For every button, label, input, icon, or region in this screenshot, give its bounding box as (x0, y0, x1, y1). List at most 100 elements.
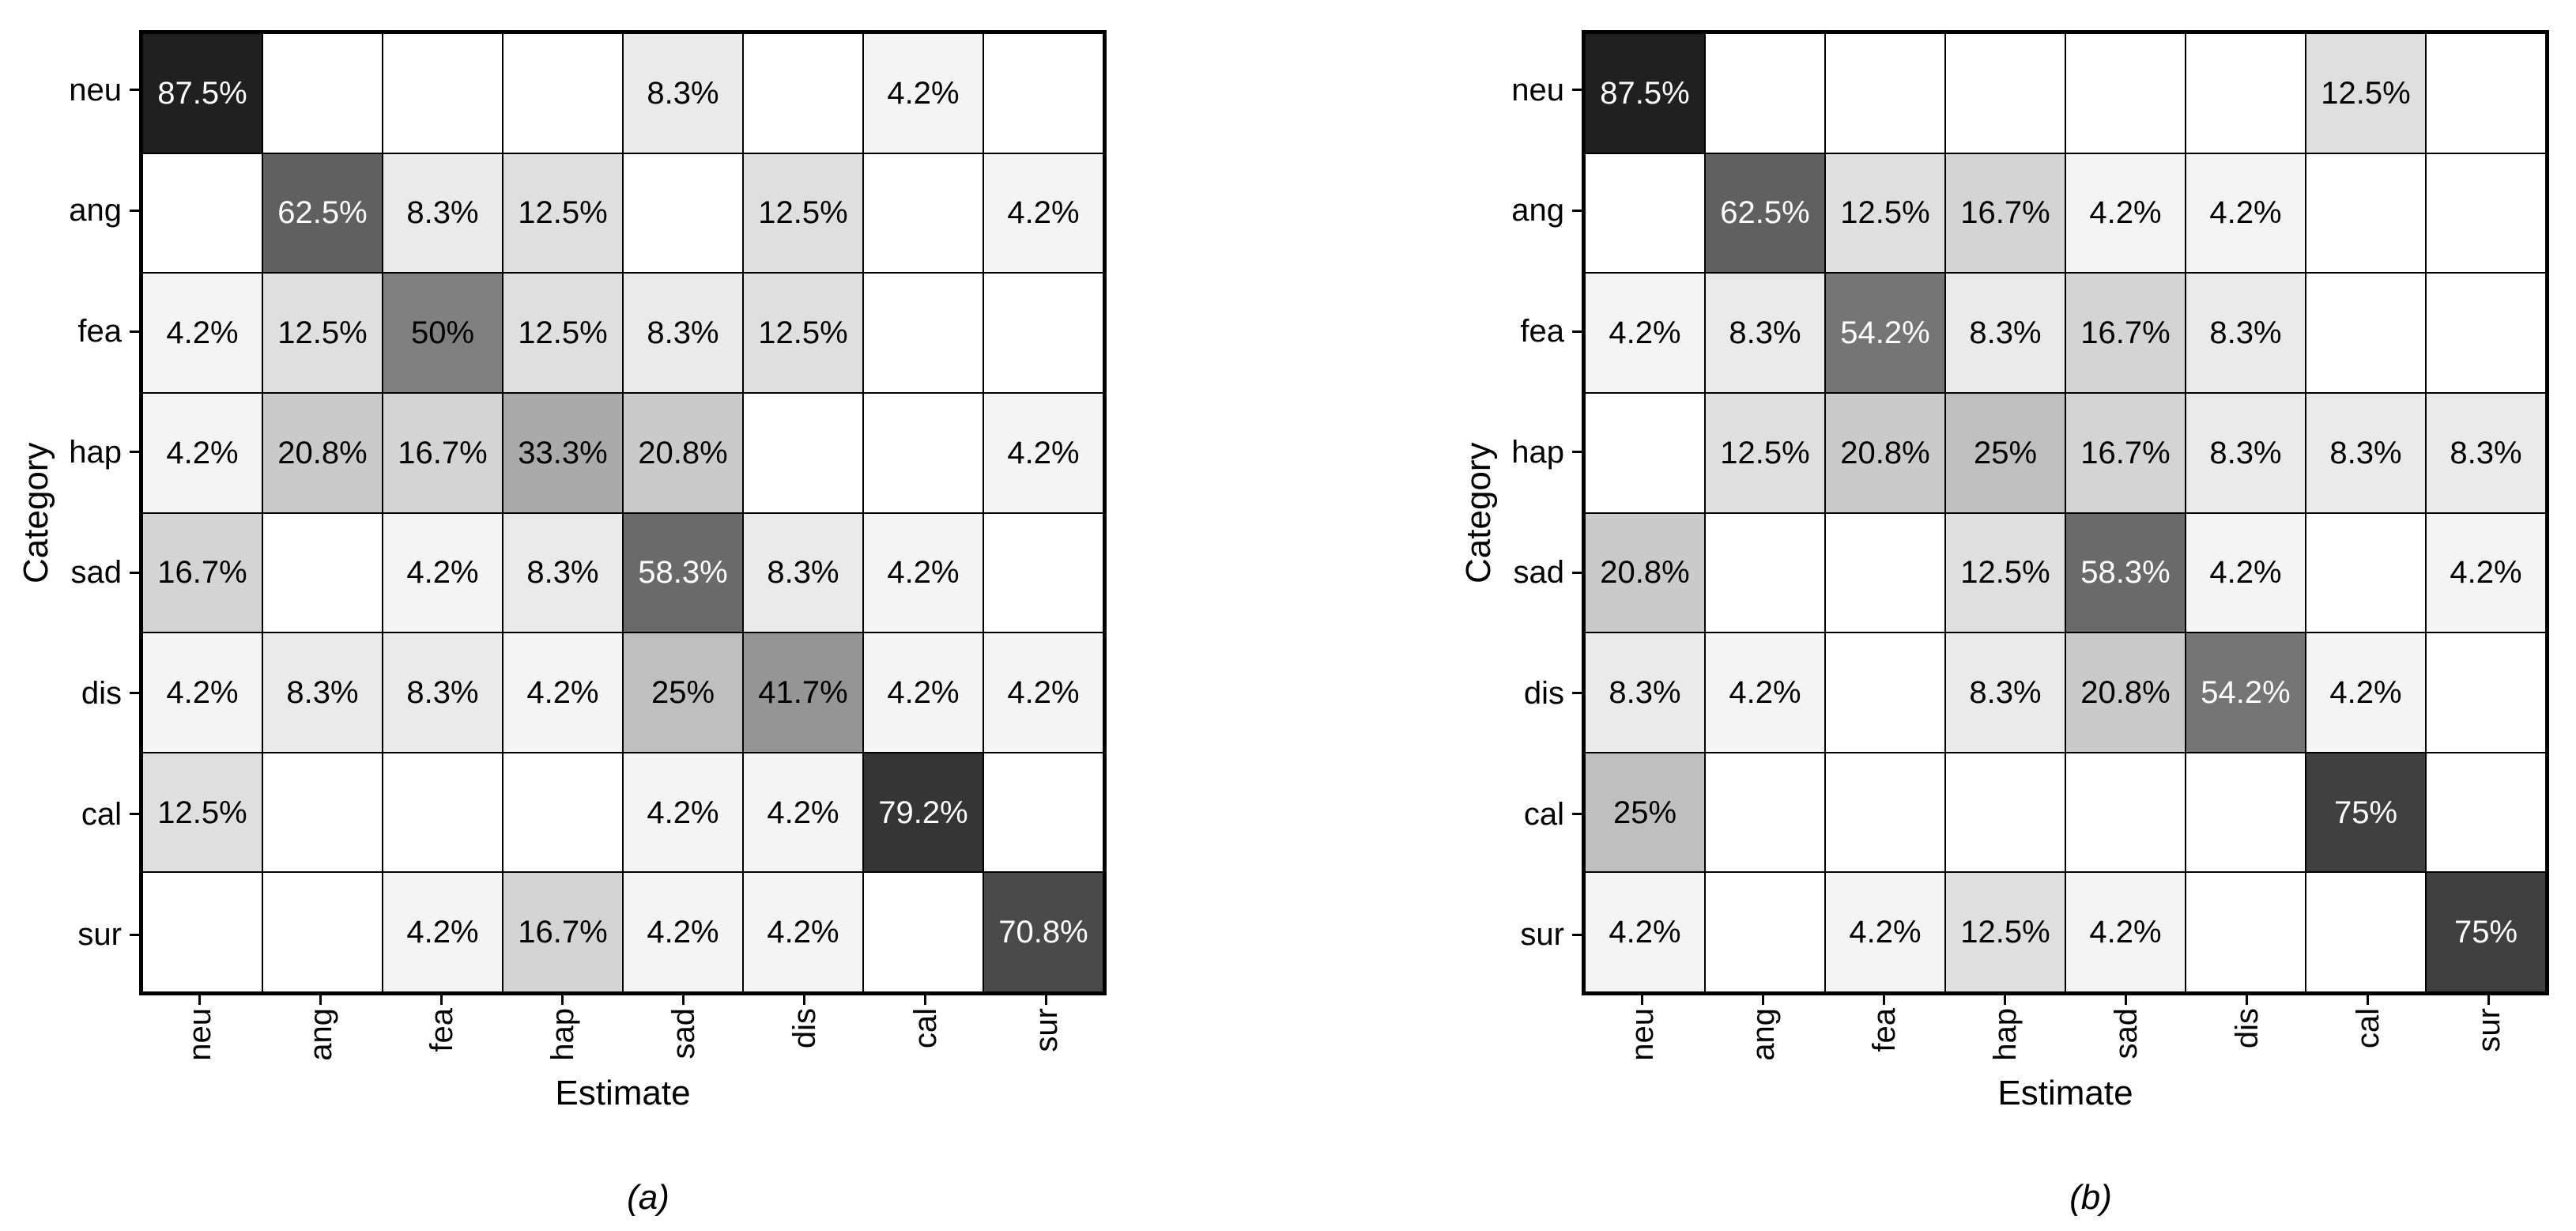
x-tick-label: sad (2109, 1008, 2144, 1059)
matrix-cell: 4.2% (1825, 872, 1945, 992)
y-tick-label: hap (1511, 434, 1564, 470)
matrix-cell (2306, 273, 2426, 393)
matrix-cell: 20.8% (1825, 392, 1945, 513)
y-tick-mark (1572, 89, 1582, 91)
matrix-cell (1705, 512, 1825, 633)
matrix-cell: 12.5% (1945, 872, 2065, 992)
x-tick-mark (1045, 995, 1047, 1005)
matrix-cell: 4.2% (623, 872, 743, 992)
matrix-cell: 8.3% (1945, 273, 2065, 393)
matrix-cell: 54.2% (2186, 632, 2306, 753)
matrix-cell (983, 752, 1103, 873)
matrix-cell (1825, 632, 1945, 753)
matrix-cell: 87.5% (142, 33, 262, 153)
y-tick-mark (1572, 451, 1582, 453)
matrix-cell (863, 273, 983, 393)
matrix-cell: 20.8% (262, 392, 383, 513)
matrix-cell: 20.8% (623, 392, 743, 513)
matrix-cell: 41.7% (743, 632, 863, 753)
x-tick-mark (1883, 995, 1885, 1005)
matrix-cell: 75% (2306, 752, 2426, 873)
matrix-cell: 8.3% (1585, 632, 1705, 753)
y-tick-label: cal (81, 796, 122, 832)
matrix-cell: 25% (1585, 752, 1705, 873)
matrix-cell: 4.2% (142, 632, 262, 753)
matrix-cell: 8.3% (262, 632, 383, 753)
matrix-cell: 4.2% (2306, 632, 2426, 753)
matrix-cell: 4.2% (1585, 273, 1705, 393)
matrix-cell (1945, 752, 2065, 873)
matrix-cell: 8.3% (1705, 273, 1825, 393)
x-tick-mark (2487, 995, 2490, 1005)
matrix-cell: 12.5% (743, 273, 863, 393)
x-axis-label: Estimate (1997, 1074, 2133, 1112)
y-tick-label: sur (77, 917, 122, 953)
matrix-cell: 12.5% (743, 153, 863, 274)
matrix-cell: 58.3% (623, 512, 743, 633)
x-tick-mark (198, 995, 201, 1005)
y-tick-mark (130, 692, 139, 694)
matrix-cell: 4.2% (623, 752, 743, 873)
matrix-cell: 4.2% (743, 752, 863, 873)
x-tick-mark (2367, 995, 2369, 1005)
matrix-cell: 4.2% (142, 392, 262, 513)
matrix-cell: 25% (623, 632, 743, 753)
matrix-cell: 4.2% (1585, 872, 1705, 992)
y-tick-label: neu (1511, 72, 1564, 108)
matrix-cell: 20.8% (1585, 512, 1705, 633)
matrix-cell (2186, 33, 2306, 153)
x-tick-label: cal (2351, 1008, 2386, 1049)
matrix-cell: 8.3% (383, 153, 503, 274)
matrix-cell (383, 33, 503, 153)
y-tick-label: sad (70, 555, 123, 591)
x-tick-label: hap (1988, 1008, 2023, 1061)
matrix-cell (2306, 153, 2426, 274)
y-tick-mark (130, 813, 139, 815)
matrix-cell (2186, 752, 2306, 873)
matrix-cell: 4.2% (383, 512, 503, 633)
matrix-cell: 8.3% (383, 632, 503, 753)
matrix-cell (262, 512, 383, 633)
matrix-cell (1825, 33, 1945, 153)
matrix-cell: 8.3% (2306, 392, 2426, 513)
matrix-cell (262, 752, 383, 873)
matrix-cell: 8.3% (2186, 392, 2306, 513)
y-tick-mark (130, 210, 139, 212)
matrix-cell: 33.3% (503, 392, 623, 513)
matrix-cell: 12.5% (1945, 512, 2065, 633)
matrix-cell (1825, 752, 1945, 873)
matrix-cell: 12.5% (1705, 392, 1825, 513)
y-tick-mark (1572, 330, 1582, 333)
matrix-cell: 16.7% (2065, 273, 2186, 393)
matrix-cell: 70.8% (983, 872, 1103, 992)
matrix-cell: 62.5% (262, 153, 383, 274)
y-tick-label: ang (1511, 193, 1564, 228)
matrix-cell: 8.3% (743, 512, 863, 633)
y-tick-mark (1572, 934, 1582, 936)
matrix-cell (863, 153, 983, 274)
matrix-cell: 4.2% (743, 872, 863, 992)
matrix-cell: 4.2% (142, 273, 262, 393)
matrix-cell: 8.3% (623, 273, 743, 393)
matrix-cell (2426, 33, 2546, 153)
matrix-cell: 4.2% (983, 632, 1103, 753)
matrix-cell: 8.3% (2186, 273, 2306, 393)
matrix-cell: 8.3% (2426, 392, 2546, 513)
matrix-cell (1705, 33, 1825, 153)
y-tick-label: fea (77, 314, 122, 349)
subfigure-caption: (b) (2069, 1178, 2112, 1217)
matrix-cell: 25% (1945, 392, 2065, 513)
matrix-cell (1705, 872, 1825, 992)
matrix-cell: 12.5% (142, 752, 262, 873)
matrix-cell: 4.2% (2186, 512, 2306, 633)
y-tick-mark (130, 89, 139, 91)
matrix-cell: 79.2% (863, 752, 983, 873)
matrix-cell: 4.2% (863, 33, 983, 153)
x-tick-mark (924, 995, 926, 1005)
matrix-cell (1585, 153, 1705, 274)
y-tick-label: neu (69, 72, 122, 108)
matrix-cell: 16.7% (1945, 153, 2065, 274)
y-tick-label: sad (1513, 555, 1565, 591)
